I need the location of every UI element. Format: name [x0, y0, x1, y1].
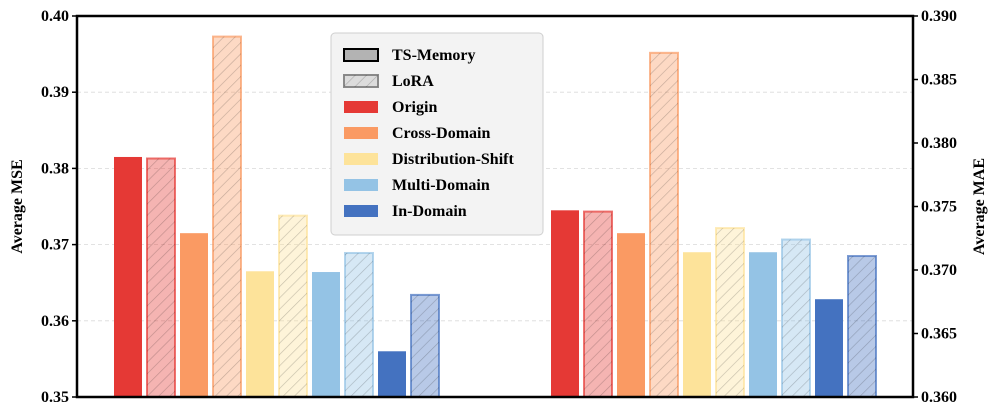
- bar-tsmemory-mse-origin: [114, 156, 142, 397]
- left-tick-label: 0.39: [41, 84, 69, 101]
- bar-lora-hatch: [716, 228, 744, 397]
- right-tick-label: 0.390: [921, 8, 957, 25]
- right-axis-title: Average MAE: [971, 158, 988, 255]
- bar-lora-hatch: [345, 252, 373, 397]
- bar-lora-hatch: [848, 256, 876, 397]
- bar-tsmemory-mse-in-domain: [378, 351, 406, 397]
- legend-swatch-multi-domain: [344, 179, 378, 191]
- legend-box: [330, 32, 544, 236]
- bar-lora-hatch: [782, 239, 810, 397]
- bar-lora-hatch: [279, 215, 307, 397]
- bar-lora-hatch: [584, 211, 612, 397]
- legend-label: Cross-Domain: [392, 125, 490, 142]
- right-tick-label: 0.360: [921, 389, 957, 406]
- bar-tsmemory-mae-in-domain: [815, 299, 843, 397]
- legend-label: Origin: [392, 99, 437, 116]
- right-tick-label: 0.370: [921, 262, 957, 279]
- legend-swatch-tsmemory: [343, 48, 379, 62]
- legend-label: LoRA: [392, 73, 434, 90]
- left-tick-label: 0.36: [41, 313, 69, 330]
- right-tick-label: 0.375: [921, 199, 957, 216]
- bar-tsmemory-mae-multi-domain: [749, 252, 777, 397]
- legend-swatch-lora-hatch: [344, 75, 378, 87]
- left-tick-label: 0.38: [41, 160, 69, 177]
- bar-tsmemory-mae-origin: [551, 210, 579, 397]
- legend-label: Distribution-Shift: [392, 151, 514, 168]
- legend-swatch-distribution-shift: [344, 153, 378, 165]
- bar-tsmemory-mse-distribution-shift: [246, 271, 274, 397]
- left-tick-label: 0.37: [41, 237, 69, 254]
- legend-swatch-cross-domain: [344, 127, 378, 139]
- legend-swatch-in-domain: [344, 205, 378, 217]
- bar-lora-hatch: [650, 52, 678, 397]
- bar-tsmemory-mae-cross-domain: [617, 233, 645, 397]
- right-tick-label: 0.385: [921, 72, 957, 89]
- bar-tsmemory-mse-cross-domain: [180, 233, 208, 397]
- right-tick-label: 0.380: [921, 135, 957, 152]
- bar-tsmemory-mse-multi-domain: [312, 272, 340, 397]
- bar-lora-hatch: [411, 294, 439, 397]
- right-tick-label: 0.365: [921, 326, 957, 343]
- legend-label: In-Domain: [392, 203, 467, 220]
- left-axis-title: Average MSE: [9, 159, 26, 253]
- legend-swatch-origin: [344, 101, 378, 113]
- bar-lora-hatch: [147, 158, 175, 397]
- legend-label: Multi-Domain: [392, 177, 490, 194]
- bar-lora-hatch: [213, 36, 241, 397]
- legend-label: TS-Memory: [392, 47, 476, 64]
- left-tick-label: 0.35: [41, 389, 69, 406]
- bar-tsmemory-mae-distribution-shift: [683, 252, 711, 397]
- left-tick-label: 0.40: [41, 8, 69, 25]
